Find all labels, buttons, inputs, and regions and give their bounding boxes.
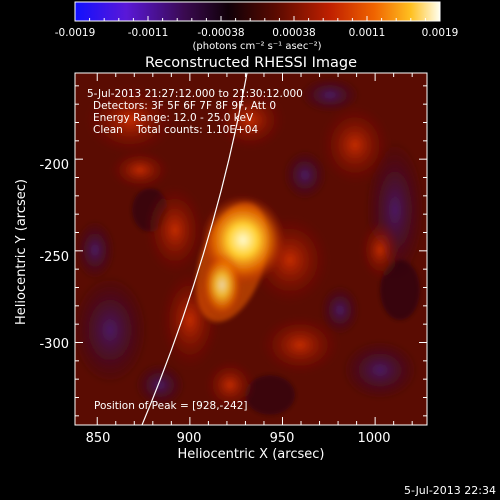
colorbar-tick-label: -0.0019 (55, 27, 96, 39)
x-axis-label: Heliocentric X (arcsec) (178, 447, 325, 462)
colorbar-gradient (74, 1, 441, 22)
clean-counts-label: Clean Total counts: 1.10E+04 (93, 124, 258, 136)
x-tick-label: 850 (86, 431, 111, 446)
y-tick-label: -200 (39, 158, 69, 173)
plot-title: Reconstructed RHESSI Image (145, 55, 357, 71)
peak-position-label: Position of Peak = [928,-242] (94, 400, 248, 412)
detectors-label: Detectors: 3F 5F 6F 7F 8F 9F, Att 0 (93, 100, 276, 112)
time-range-label: 5-Jul-2013 21:27:12.000 to 21:30:12.000 (87, 88, 303, 100)
colorbar-ticks (74, 16, 441, 21)
colorbar-units: (photons cm⁻² s⁻¹ asec⁻²) (192, 41, 321, 52)
y-tick-label: -300 (39, 337, 69, 352)
x-tick-label: 950 (270, 431, 295, 446)
colorbar-tick-label: 0.0019 (422, 27, 459, 39)
x-tick-label: 900 (177, 431, 202, 446)
energy-range-label: Energy Range: 12.0 - 25.0 keV (93, 112, 254, 124)
axis-ticks (75, 73, 427, 425)
x-tick-label: 1000 (357, 431, 390, 446)
colorbar-tick-label: -0.00038 (197, 27, 244, 39)
plot-frame (74, 72, 428, 426)
y-tick-label: -250 (39, 250, 69, 265)
colorbar-tick-label: 0.0011 (349, 27, 386, 39)
y-axis-label: Heliocentric Y (arcsec) (14, 179, 29, 325)
footer-timestamp: 5-Jul-2013 22:34 (404, 484, 496, 497)
colorbar-tick-labels: -0.0019 -0.0011 -0.00038 0.00038 0.0011 … (55, 27, 459, 39)
image-area (75, 73, 427, 425)
colorbar-tick-label: -0.0011 (128, 27, 169, 39)
colorbar-tick-label: 0.00038 (272, 27, 315, 39)
solar-limb-line (141, 73, 248, 425)
